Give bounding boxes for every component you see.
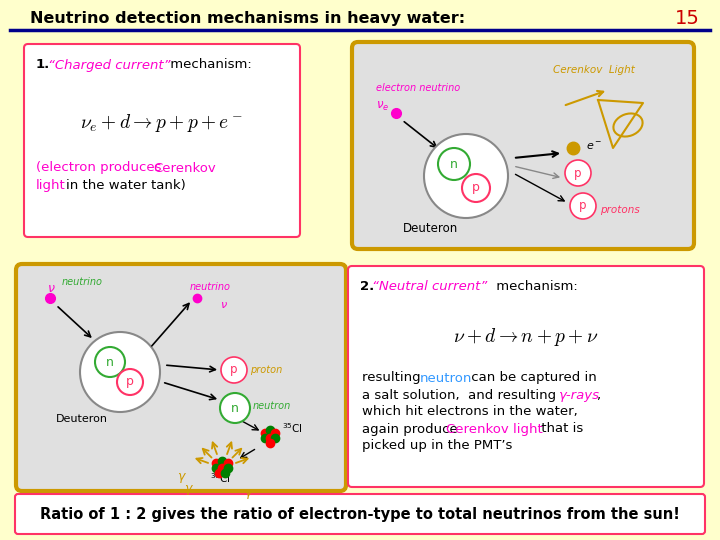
Text: Ratio of 1 : 2 gives the ratio of electron-type to total neutrinos from the sun!: Ratio of 1 : 2 gives the ratio of electr… (40, 507, 680, 522)
Text: mechanism:: mechanism: (492, 280, 577, 294)
Text: “Charged current”: “Charged current” (48, 58, 171, 71)
Text: (electron produces: (electron produces (36, 161, 166, 174)
Text: neutron: neutron (420, 372, 472, 384)
FancyBboxPatch shape (15, 494, 705, 534)
Text: $\gamma$: $\gamma$ (184, 483, 194, 497)
Text: $^{35}$Cl: $^{35}$Cl (282, 421, 303, 435)
Text: Deuteron: Deuteron (56, 414, 108, 424)
Text: γ-rays: γ-rays (558, 388, 599, 402)
Text: p: p (472, 181, 480, 194)
Circle shape (220, 393, 250, 423)
Text: $\nu$: $\nu$ (220, 300, 228, 310)
Text: 15: 15 (675, 9, 700, 28)
Text: $\nu_e + d \rightarrow p + p + e^-$: $\nu_e + d \rightarrow p + p + e^-$ (81, 112, 243, 134)
FancyBboxPatch shape (348, 266, 704, 487)
Text: $^{36}$Cl: $^{36}$Cl (210, 471, 231, 485)
Text: p: p (230, 363, 238, 376)
FancyBboxPatch shape (16, 264, 346, 491)
Text: n: n (450, 158, 458, 171)
Text: p: p (575, 166, 582, 179)
Text: neutrino: neutrino (62, 277, 103, 287)
Circle shape (565, 160, 591, 186)
Circle shape (438, 148, 470, 180)
Text: Neutrino detection mechanisms in heavy water:: Neutrino detection mechanisms in heavy w… (30, 10, 465, 25)
Text: $\nu + d \rightarrow n + p + \nu$: $\nu + d \rightarrow n + p + \nu$ (454, 326, 599, 348)
FancyBboxPatch shape (352, 42, 694, 249)
Circle shape (95, 347, 125, 377)
Text: n: n (106, 355, 114, 368)
Circle shape (80, 332, 160, 412)
Text: 2.: 2. (360, 280, 374, 294)
Text: in the water tank): in the water tank) (66, 179, 186, 192)
Text: $\gamma$: $\gamma$ (244, 487, 254, 501)
Text: $\nu_e$: $\nu_e$ (376, 99, 390, 112)
Text: “Neutral current”: “Neutral current” (372, 280, 487, 294)
Circle shape (117, 369, 143, 395)
Text: neutrino: neutrino (190, 282, 231, 292)
Circle shape (462, 174, 490, 202)
Text: again produce: again produce (362, 422, 462, 435)
Text: a salt solution,  and resulting: a salt solution, and resulting (362, 388, 564, 402)
Text: 1.: 1. (36, 58, 50, 71)
Text: n: n (231, 402, 239, 415)
Text: Deuteron: Deuteron (402, 221, 458, 234)
Text: protons: protons (600, 205, 640, 215)
Text: Cerenkov  Light: Cerenkov Light (553, 65, 635, 75)
Text: proton: proton (250, 365, 282, 375)
Text: resulting: resulting (362, 372, 425, 384)
Text: light: light (36, 179, 66, 192)
Text: Cerenkov light: Cerenkov light (446, 422, 543, 435)
Text: that is: that is (537, 422, 583, 435)
FancyBboxPatch shape (24, 44, 300, 237)
Text: p: p (126, 375, 134, 388)
Text: p: p (580, 199, 587, 213)
Circle shape (221, 357, 247, 383)
Circle shape (570, 193, 596, 219)
Circle shape (424, 134, 508, 218)
Text: mechanism:: mechanism: (166, 58, 252, 71)
Text: picked up in the PMT’s: picked up in the PMT’s (362, 440, 513, 453)
Text: which hit electrons in the water,: which hit electrons in the water, (362, 406, 577, 419)
Text: neutron: neutron (253, 401, 292, 411)
Text: electron neutrino: electron neutrino (376, 83, 460, 93)
Text: $\gamma$: $\gamma$ (177, 471, 187, 485)
Text: Cerenkov: Cerenkov (153, 161, 216, 174)
Text: ,: , (596, 388, 600, 402)
Text: $\nu$: $\nu$ (47, 281, 55, 294)
Text: $e^-$: $e^-$ (586, 140, 603, 152)
Text: can be captured in: can be captured in (467, 372, 597, 384)
